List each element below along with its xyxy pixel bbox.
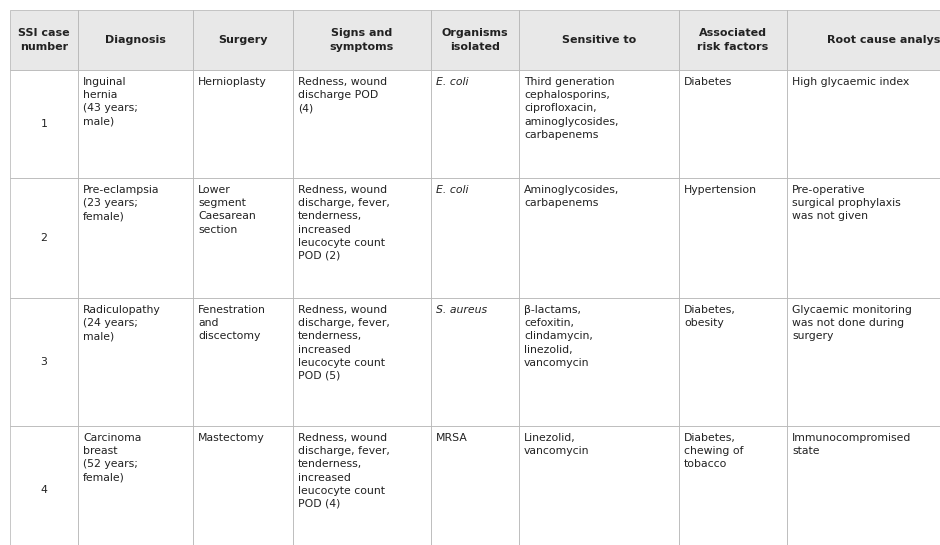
Text: Pre-eclampsia
(23 years;
female): Pre-eclampsia (23 years; female) — [83, 185, 160, 221]
Bar — [78, 10, 193, 70]
Bar — [10, 298, 78, 426]
Bar — [10, 426, 78, 545]
Bar — [519, 426, 679, 545]
Bar — [193, 70, 293, 178]
Text: MRSA: MRSA — [436, 433, 468, 443]
Bar — [679, 10, 787, 70]
Bar — [78, 178, 193, 298]
Text: 4: 4 — [40, 485, 47, 495]
Text: Redness, wound
discharge, fever,
tenderness,
increased
leucocyte count
POD (5): Redness, wound discharge, fever, tendern… — [298, 305, 390, 381]
Bar — [10, 10, 78, 70]
Bar — [787, 426, 940, 545]
Bar — [787, 178, 940, 298]
Text: Radiculopathy
(24 years;
male): Radiculopathy (24 years; male) — [83, 305, 161, 341]
Bar — [10, 70, 78, 178]
Text: Sensitive to: Sensitive to — [562, 35, 636, 45]
Text: Organisms
isolated: Organisms isolated — [442, 28, 509, 52]
Text: Glycaemic monitoring
was not done during
surgery: Glycaemic monitoring was not done during… — [792, 305, 912, 341]
Bar — [431, 298, 519, 426]
Text: Surgery: Surgery — [218, 35, 268, 45]
Bar — [787, 298, 940, 426]
Bar — [431, 178, 519, 298]
Bar — [679, 70, 787, 178]
Text: E. coli: E. coli — [436, 185, 468, 195]
Text: Diagnosis: Diagnosis — [105, 35, 166, 45]
Text: Associated
risk factors: Associated risk factors — [697, 28, 769, 52]
Text: Lower
segment
Caesarean
section: Lower segment Caesarean section — [198, 185, 256, 234]
Bar — [519, 178, 679, 298]
Text: Diabetes,
chewing of
tobacco: Diabetes, chewing of tobacco — [684, 433, 744, 469]
Text: SSI case
number: SSI case number — [18, 28, 70, 52]
Text: Carcinoma
breast
(52 years;
female): Carcinoma breast (52 years; female) — [83, 433, 141, 483]
Text: Pre-operative
surgical prophylaxis
was not given: Pre-operative surgical prophylaxis was n… — [792, 185, 901, 221]
Bar — [431, 70, 519, 178]
Text: 1: 1 — [40, 119, 47, 129]
Bar — [193, 10, 293, 70]
Bar — [431, 10, 519, 70]
Text: S. aureus: S. aureus — [436, 305, 487, 315]
Text: Redness, wound
discharge POD
(4): Redness, wound discharge POD (4) — [298, 77, 387, 113]
Bar — [519, 298, 679, 426]
Text: Linezolid,
vancomycin: Linezolid, vancomycin — [524, 433, 589, 456]
Text: Immunocompromised
state: Immunocompromised state — [792, 433, 912, 456]
Bar — [78, 426, 193, 545]
Text: Diabetes,
obesity: Diabetes, obesity — [684, 305, 736, 328]
Bar — [193, 426, 293, 545]
Text: Hernioplasty: Hernioplasty — [198, 77, 267, 87]
Text: High glycaemic index: High glycaemic index — [792, 77, 909, 87]
Text: Signs and
symptoms: Signs and symptoms — [330, 28, 394, 52]
Bar — [679, 298, 787, 426]
Text: 3: 3 — [40, 357, 47, 367]
Bar — [78, 70, 193, 178]
Text: Fenestration
and
discectomy: Fenestration and discectomy — [198, 305, 266, 341]
Text: Diabetes: Diabetes — [684, 77, 732, 87]
Text: E. coli: E. coli — [436, 77, 468, 87]
Text: Redness, wound
discharge, fever,
tenderness,
increased
leucocyte count
POD (2): Redness, wound discharge, fever, tendern… — [298, 185, 390, 261]
Bar — [679, 426, 787, 545]
Bar — [519, 10, 679, 70]
Text: Inguinal
hernia
(43 years;
male): Inguinal hernia (43 years; male) — [83, 77, 138, 126]
Bar — [787, 10, 940, 70]
Text: Mastectomy: Mastectomy — [198, 433, 265, 443]
Bar — [293, 298, 431, 426]
Bar — [293, 70, 431, 178]
Bar — [193, 298, 293, 426]
Bar — [293, 178, 431, 298]
Text: Hypertension: Hypertension — [684, 185, 757, 195]
Text: 2: 2 — [40, 233, 47, 243]
Text: Aminoglycosides,
carbapenems: Aminoglycosides, carbapenems — [524, 185, 619, 208]
Bar — [193, 178, 293, 298]
Text: Root cause analysis: Root cause analysis — [826, 35, 940, 45]
Text: β-lactams,
cefoxitin,
clindamycin,
linezolid,
vancomycin: β-lactams, cefoxitin, clindamycin, linez… — [524, 305, 593, 368]
Bar — [293, 10, 431, 70]
Text: Third generation
cephalosporins,
ciprofloxacin,
aminoglycosides,
carbapenems: Third generation cephalosporins, ciprofl… — [524, 77, 619, 140]
Bar — [10, 178, 78, 298]
Bar — [519, 70, 679, 178]
Bar — [78, 298, 193, 426]
Bar — [431, 426, 519, 545]
Text: Redness, wound
discharge, fever,
tenderness,
increased
leucocyte count
POD (4): Redness, wound discharge, fever, tendern… — [298, 433, 390, 509]
Bar — [293, 426, 431, 545]
Bar — [679, 178, 787, 298]
Bar — [787, 70, 940, 178]
